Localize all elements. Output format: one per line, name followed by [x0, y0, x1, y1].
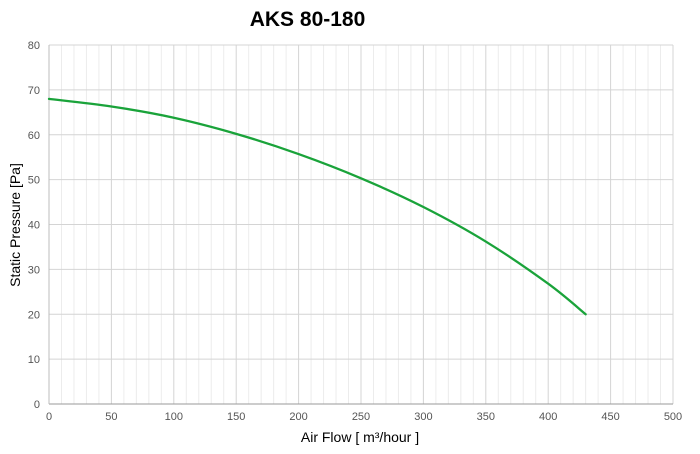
x-tick-label: 0 [46, 411, 52, 423]
major-gridlines [48, 44, 674, 405]
y-tick-labels: 0 10 20 30 40 50 60 70 80 [28, 40, 40, 411]
y-tick-label: 0 [34, 399, 40, 411]
x-tick-label: 100 [165, 411, 183, 423]
x-tick-labels: 0 50 100 150 200 250 300 350 400 450 500 [46, 411, 682, 423]
y-tick-label: 60 [28, 130, 40, 142]
x-tick-label: 400 [539, 411, 557, 423]
x-tick-label: 50 [105, 411, 117, 423]
y-axis-label: Static Pressure [Pa] [7, 163, 23, 287]
x-tick-label: 350 [477, 411, 495, 423]
x-tick-label: 500 [664, 411, 682, 423]
x-tick-label: 150 [227, 411, 245, 423]
x-axis-label: Air Flow [ m³/hour ] [301, 429, 419, 445]
x-tick-label: 450 [601, 411, 619, 423]
y-tick-label: 40 [28, 220, 40, 232]
y-tick-label: 30 [28, 264, 40, 276]
y-tick-label: 70 [28, 85, 40, 97]
y-tick-label: 20 [28, 309, 40, 321]
series-group [47, 97, 587, 316]
x-tick-label: 300 [414, 411, 432, 423]
y-tick-label: 50 [28, 175, 40, 187]
axes [48, 45, 673, 405]
x-tick-label: 200 [289, 411, 307, 423]
series-line [47, 97, 587, 316]
x-tick-label: 250 [352, 411, 370, 423]
chart-title: AKS 80-180 [249, 8, 366, 31]
y-tick-label: 80 [28, 40, 40, 52]
y-tick-label: 10 [28, 354, 40, 366]
